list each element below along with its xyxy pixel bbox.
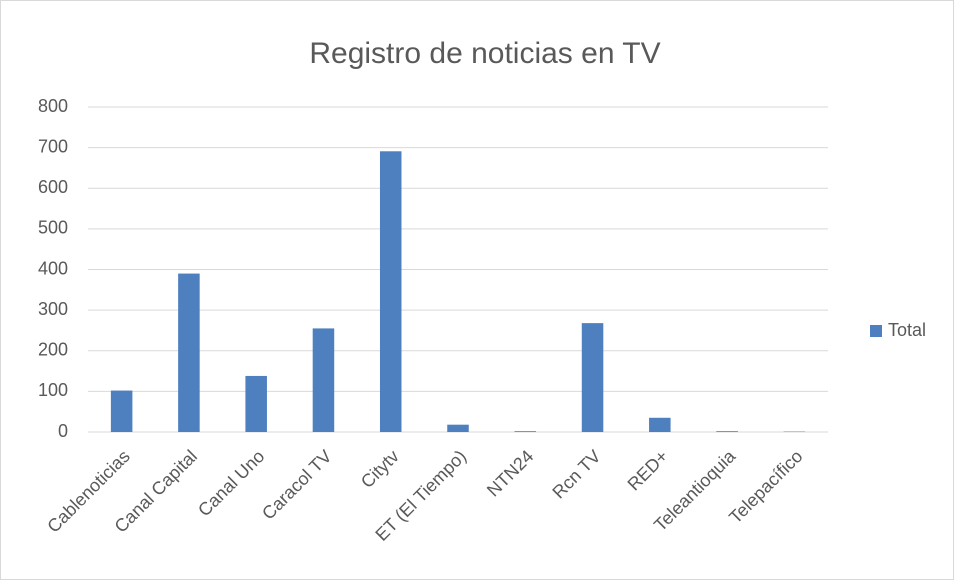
bar	[581, 323, 604, 432]
y-tick-label: 600	[38, 177, 68, 197]
legend-label: Total	[888, 320, 926, 340]
y-tick-label: 0	[58, 421, 68, 441]
y-tick-label: 100	[38, 380, 68, 400]
bar	[649, 417, 671, 432]
chart-title: Registro de noticias en TV	[309, 37, 660, 70]
y-tick-label: 300	[38, 299, 68, 319]
bar	[312, 328, 335, 432]
bar	[178, 273, 200, 432]
legend-swatch	[870, 325, 882, 337]
y-tick-label: 800	[38, 96, 68, 116]
y-tick-label: 200	[38, 340, 68, 360]
y-tick-label: 700	[38, 136, 68, 156]
y-tick-label: 500	[38, 218, 68, 238]
bar	[110, 390, 133, 432]
bar	[447, 424, 469, 432]
bar	[514, 431, 537, 432]
bar	[245, 375, 267, 432]
y-tick-label: 400	[38, 258, 68, 278]
bar	[379, 151, 402, 432]
bar	[716, 431, 738, 432]
